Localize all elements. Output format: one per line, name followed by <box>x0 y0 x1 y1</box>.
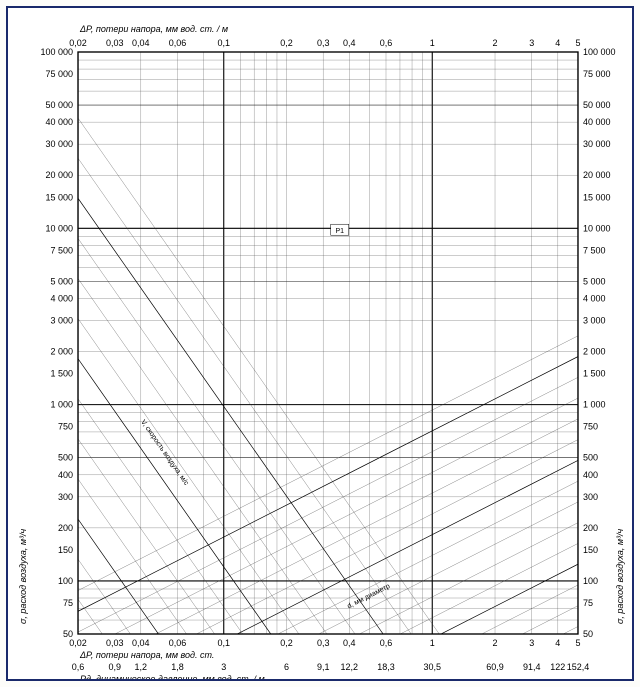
xtick-bottom2: 0,9 <box>108 662 121 672</box>
xtick-bottom1: 0,02 <box>69 638 87 648</box>
ytick-right: 500 <box>583 453 598 463</box>
ytick-right: 30 000 <box>583 139 611 149</box>
xtick-bottom2: 30,5 <box>423 662 441 672</box>
xtick-bottom2: 18,3 <box>377 662 395 672</box>
ytick-left: 3 000 <box>50 315 73 325</box>
xtick-bottom1: 5 <box>575 638 580 648</box>
xtick-bottom2: 0,6 <box>72 662 85 672</box>
xtick-bottom1: 4 <box>555 638 560 648</box>
axis-bottom2-title: Pд, динамическое давление, мм вод. ст. /… <box>80 674 265 679</box>
xtick-bottom2: 3 <box>221 662 226 672</box>
ytick-left: 100 <box>58 576 73 586</box>
ytick-left: 75 000 <box>45 69 73 79</box>
ytick-right: 2 000 <box>583 347 606 357</box>
ytick-right: 100 000 <box>583 47 616 57</box>
ytick-right: 50 000 <box>583 100 611 110</box>
xtick-bottom2: 91,4 <box>523 662 541 672</box>
xtick-bottom2: 122 <box>550 662 565 672</box>
ytick-left: 400 <box>58 470 73 480</box>
ytick-left: 2 000 <box>50 347 73 357</box>
xtick-top: 3 <box>529 38 534 48</box>
xtick-top: 0,2 <box>280 38 293 48</box>
ytick-left: 15 000 <box>45 192 73 202</box>
ytick-left: 20 000 <box>45 170 73 180</box>
xtick-bottom2: 9,1 <box>317 662 330 672</box>
xtick-bottom1: 0,2 <box>280 638 293 648</box>
ytick-left: 5 000 <box>50 276 73 286</box>
xtick-bottom2: 152,4 <box>567 662 590 672</box>
ytick-right: 3 000 <box>583 315 606 325</box>
nomograph-chart: d, мм диаметрV, скорость воздуха, м/сP10… <box>8 8 632 679</box>
xtick-top: 0,3 <box>317 38 330 48</box>
ytick-left: 50 <box>63 629 73 639</box>
xtick-top: 0,6 <box>380 38 393 48</box>
xtick-bottom1: 0,1 <box>217 638 230 648</box>
ytick-left: 7 500 <box>50 245 73 255</box>
ytick-right: 750 <box>583 422 598 432</box>
svg-text:P1: P1 <box>335 228 344 235</box>
xtick-top: 2 <box>493 38 498 48</box>
ytick-right: 1 500 <box>583 369 606 379</box>
ytick-right: 200 <box>583 523 598 533</box>
xtick-top: 0,03 <box>106 38 124 48</box>
ytick-right: 4 000 <box>583 293 606 303</box>
xtick-top: 5 <box>575 38 580 48</box>
ytick-right: 7 500 <box>583 245 606 255</box>
xtick-top: 0,06 <box>169 38 187 48</box>
xtick-top: 4 <box>555 38 560 48</box>
xtick-bottom2: 1,2 <box>135 662 148 672</box>
xtick-top: 1 <box>430 38 435 48</box>
ytick-left: 50 000 <box>45 100 73 110</box>
ytick-left: 10 000 <box>45 223 73 233</box>
axis-bottom1-title: ΔP, потери напора, мм вод. ст. <box>79 650 214 660</box>
ytick-right: 50 <box>583 629 593 639</box>
ytick-right: 5 000 <box>583 276 606 286</box>
ytick-right: 15 000 <box>583 192 611 202</box>
ytick-right: 20 000 <box>583 170 611 180</box>
xtick-bottom1: 0,4 <box>343 638 356 648</box>
xtick-bottom1: 2 <box>493 638 498 648</box>
xtick-bottom1: 0,6 <box>380 638 393 648</box>
ytick-left: 1 500 <box>50 369 73 379</box>
ytick-left: 750 <box>58 422 73 432</box>
xtick-top: 0,1 <box>217 38 230 48</box>
xtick-bottom1: 0,06 <box>169 638 187 648</box>
ytick-left: 300 <box>58 492 73 502</box>
ytick-left: 40 000 <box>45 117 73 127</box>
xtick-bottom1: 3 <box>529 638 534 648</box>
ytick-left: 1 000 <box>50 400 73 410</box>
xtick-bottom2: 12,2 <box>341 662 359 672</box>
axis-right-title: σ, расход воздуха, м³/ч <box>615 528 625 624</box>
xtick-bottom1: 1 <box>430 638 435 648</box>
ytick-right: 1 000 <box>583 400 606 410</box>
xtick-bottom2: 60,9 <box>486 662 504 672</box>
ytick-right: 300 <box>583 492 598 502</box>
ytick-right: 75 <box>583 598 593 608</box>
ytick-left: 4 000 <box>50 293 73 303</box>
xtick-bottom1: 0,04 <box>132 638 150 648</box>
ytick-left: 200 <box>58 523 73 533</box>
ytick-left: 500 <box>58 453 73 463</box>
ytick-right: 75 000 <box>583 69 611 79</box>
ytick-right: 150 <box>583 545 598 555</box>
ytick-right: 40 000 <box>583 117 611 127</box>
axis-top-title: ΔP, потери напора, мм вод. ст. / м <box>79 24 228 34</box>
ytick-left: 150 <box>58 545 73 555</box>
ytick-left: 75 <box>63 598 73 608</box>
ytick-left: 100 000 <box>40 47 73 57</box>
xtick-bottom2: 6 <box>284 662 289 672</box>
xtick-bottom2: 1,8 <box>171 662 184 672</box>
ytick-right: 400 <box>583 470 598 480</box>
xtick-bottom1: 0,03 <box>106 638 124 648</box>
xtick-top: 0,04 <box>132 38 150 48</box>
xtick-bottom1: 0,3 <box>317 638 330 648</box>
plot-area <box>78 52 578 634</box>
ytick-left: 30 000 <box>45 139 73 149</box>
axis-left-title: σ, расход воздуха, м³/ч <box>18 528 28 624</box>
ytick-right: 10 000 <box>583 223 611 233</box>
xtick-top: 0,4 <box>343 38 356 48</box>
ytick-right: 100 <box>583 576 598 586</box>
